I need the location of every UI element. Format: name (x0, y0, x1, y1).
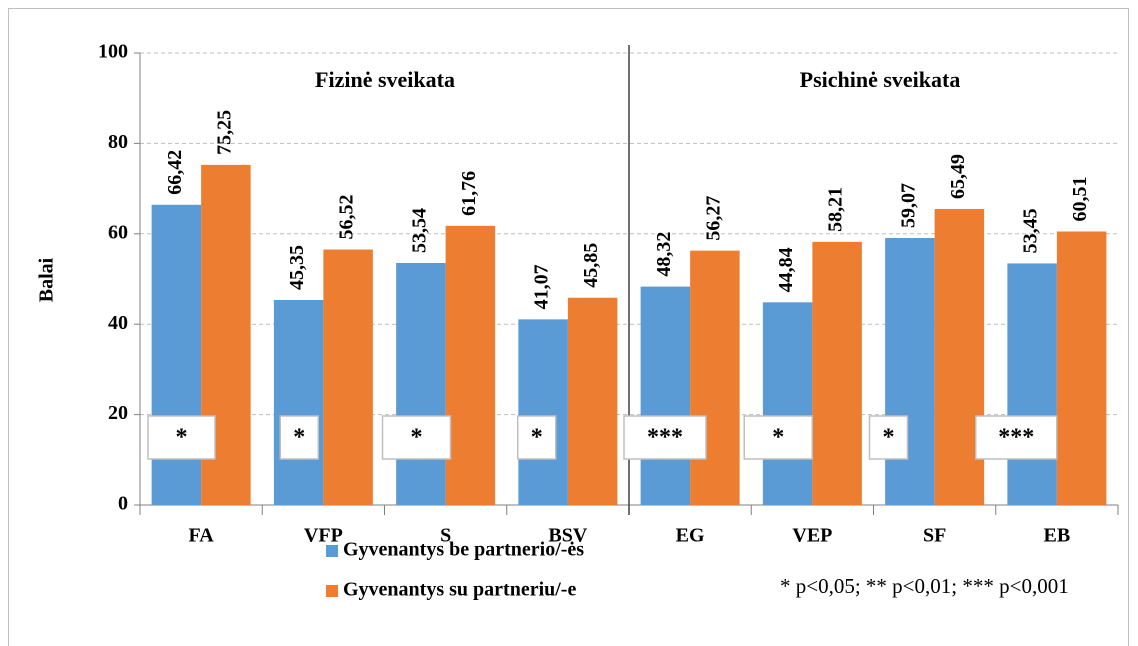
significance-label: * (293, 425, 305, 451)
value-label: 60,51 (1069, 176, 1091, 221)
significance-label: * (531, 425, 543, 451)
value-label: 58,21 (825, 187, 847, 232)
y-tick-label: 40 (108, 312, 128, 334)
bar (518, 319, 568, 505)
legend-label: Gyvenantys be partnerio/-ės (343, 539, 584, 561)
significance-label: * (883, 425, 895, 451)
x-tick-label: FA (189, 525, 215, 547)
significance-label: *** (998, 425, 1034, 451)
x-tick-label: EB (1044, 525, 1071, 547)
value-label: 59,07 (897, 183, 919, 228)
x-tick-label: BSV (548, 525, 587, 547)
x-tick-label: VEP (792, 525, 832, 547)
x-tick-label: S (440, 525, 451, 547)
value-label: 44,84 (775, 247, 797, 292)
y-tick-label: 60 (108, 221, 128, 243)
section-label: Fizinė sveikata (315, 67, 455, 92)
significance-box (147, 415, 216, 460)
value-label: 45,85 (580, 243, 602, 288)
value-label: 61,76 (458, 171, 480, 216)
bar (690, 250, 740, 505)
bar (762, 302, 813, 505)
value-label: 41,07 (531, 264, 553, 309)
bar (445, 225, 496, 506)
legend-swatch (326, 545, 338, 557)
value-label: 66,42 (164, 150, 186, 195)
y-tick-label: 80 (108, 131, 128, 153)
bar (885, 238, 935, 505)
significance-label: * (411, 425, 423, 451)
value-label: 53,45 (1020, 208, 1042, 253)
x-tick-label: EG (676, 525, 705, 547)
significance-box (975, 415, 1058, 460)
x-tick-label: VFP (304, 525, 343, 547)
bar (640, 286, 691, 505)
significance-label: * (772, 425, 784, 451)
legend-label: Gyvenantys su partneriu/-e (343, 579, 576, 601)
bar (323, 249, 373, 505)
bar (1007, 263, 1057, 505)
significance-label: *** (647, 425, 683, 451)
value-label: 48,32 (653, 232, 675, 277)
significance-label: * (176, 425, 188, 451)
y-tick-label: 100 (98, 41, 128, 63)
y-tick-label: 20 (108, 402, 128, 424)
significance-box (623, 415, 707, 460)
x-tick-label: SF (923, 525, 946, 547)
significance-box (279, 415, 319, 460)
section-label: Psichinė sveikata (800, 67, 961, 92)
value-label: 53,54 (408, 208, 430, 253)
y-tick-label: 0 (118, 493, 128, 515)
value-label: 65,49 (947, 154, 969, 199)
chart-border (8, 8, 1129, 646)
significance-box (868, 415, 909, 460)
significance-box (517, 415, 557, 460)
value-label: 75,25 (213, 110, 235, 155)
value-label: 56,27 (702, 196, 724, 241)
value-label: 45,35 (286, 245, 308, 290)
bar (567, 297, 618, 505)
bar (1056, 231, 1107, 505)
significance-box (743, 415, 813, 460)
note: * p<0,05; ** p<0,01; *** p<0,001 (780, 574, 1069, 598)
value-label: 56,52 (336, 195, 358, 240)
bar (934, 208, 985, 505)
legend-swatch (326, 585, 338, 597)
bar (151, 204, 202, 505)
bar (396, 262, 446, 505)
bar (812, 241, 862, 505)
bar (273, 300, 324, 505)
significance-box (381, 415, 452, 460)
y-axis-label: Balai (36, 257, 58, 302)
